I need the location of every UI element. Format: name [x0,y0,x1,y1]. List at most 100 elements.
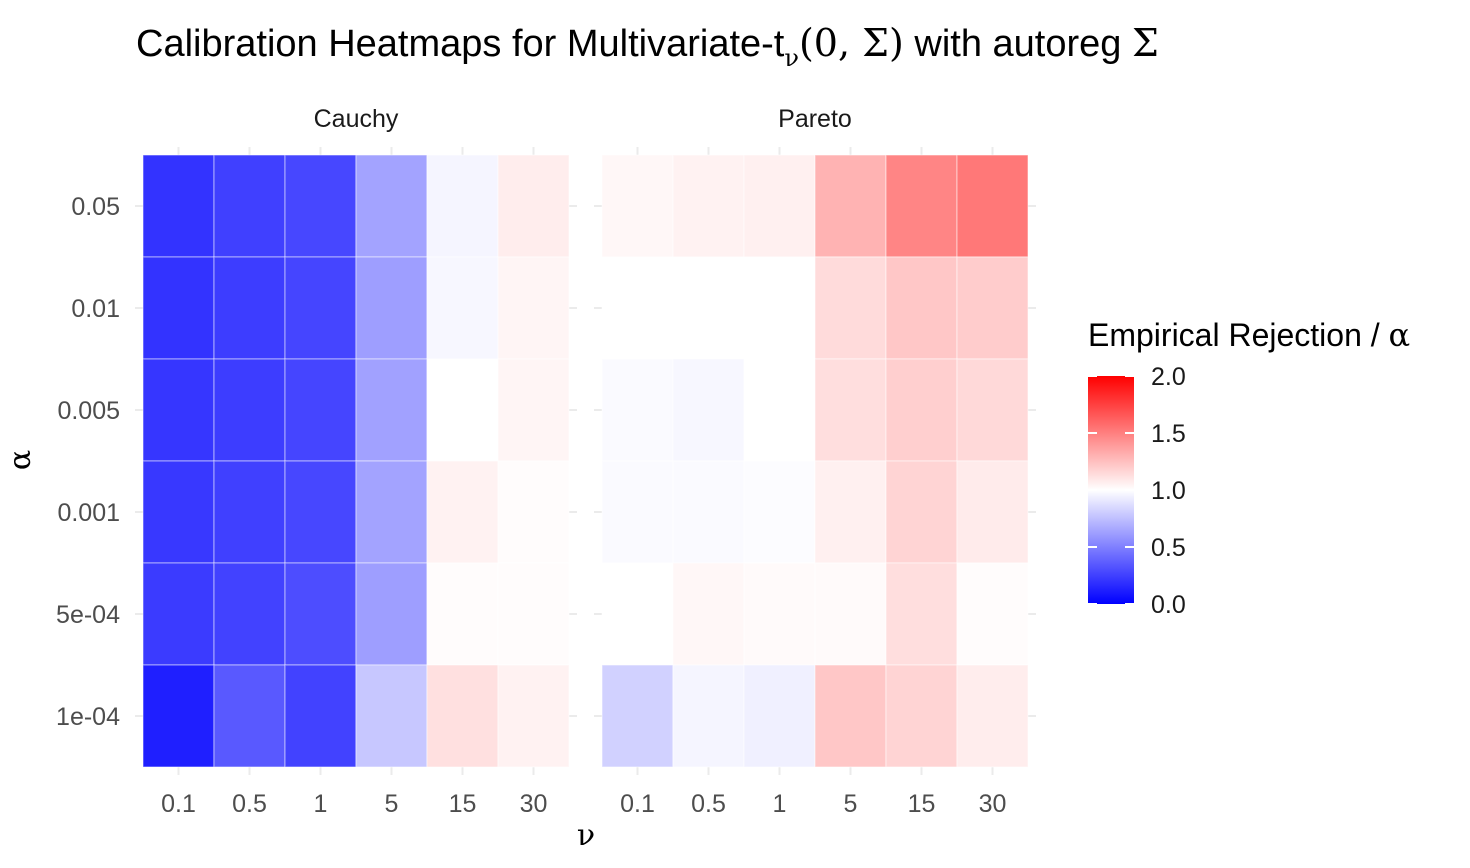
heat-cell [142,154,215,258]
heat-cell [885,358,958,462]
heat-cell [497,154,570,258]
heat-cell [142,562,215,666]
heat-cell [885,460,958,564]
heat-cell [885,664,958,768]
x-tick-label: 30 [520,790,548,818]
heat-cell [142,664,215,768]
heat-cell [814,562,887,666]
heat-cell [601,256,674,360]
heat-cell [426,358,499,462]
legend-title: Empirical Rejection / α [1088,316,1410,354]
heat-cell [355,358,428,462]
heat-cell [956,664,1029,768]
heat-cell [814,256,887,360]
heat-cell [284,256,357,360]
heat-cell [497,562,570,666]
heat-cell [355,460,428,564]
heat-cell [142,256,215,360]
x-tick-label: 0.5 [232,790,267,818]
heat-cell [497,358,570,462]
heat-cell [284,358,357,462]
color-legend: Empirical Rejection / α 2.0 1.5 1.0 0.5 0.0 [1088,316,1410,619]
heat-cell [284,460,357,564]
legend-tick-label: 0.5 [1151,534,1186,562]
heat-cell [601,562,674,666]
heat-cell [956,256,1029,360]
facet-label-cauchy: Cauchy [314,105,399,133]
heat-cell [213,460,286,564]
facet-label-pareto: Pareto [778,105,852,133]
heat-cell [601,664,674,768]
heat-cell [885,256,958,360]
heat-cell [284,154,357,258]
heat-cell [814,664,887,768]
heat-cell [497,256,570,360]
x-tick-label: 5 [844,790,858,818]
heat-cell [213,358,286,462]
y-tick-label: 0.05 [71,193,120,221]
heat-cell [743,358,816,462]
x-tick-label: 0.5 [691,790,726,818]
heat-cell [672,460,745,564]
heat-cell [213,256,286,360]
heat-cell [956,562,1029,666]
heat-cell [672,256,745,360]
legend-tick-label: 2.0 [1151,363,1186,391]
heat-cell [743,460,816,564]
heat-cell [672,664,745,768]
heat-cell [497,664,570,768]
x-tick-label: 5 [385,790,399,818]
legend-tick-label: 1.0 [1151,477,1186,505]
y-axis-label: α [3,450,38,470]
heat-cell [497,460,570,564]
heat-cell [956,460,1029,564]
heat-cell [743,154,816,258]
heat-cell [814,460,887,564]
heat-cell [601,154,674,258]
x-tick-label: 1 [773,790,787,818]
heat-cell [426,664,499,768]
heat-cell [885,562,958,666]
y-tick-label: 0.005 [57,397,120,425]
heat-cell [743,664,816,768]
y-tick-label: 0.001 [57,499,120,527]
heat-cell [213,154,286,258]
heat-cell [601,358,674,462]
x-axis-label: ν [577,818,595,853]
heat-cell [426,256,499,360]
heat-cell [956,358,1029,462]
y-tick-label: 5e-04 [56,601,120,629]
heat-cell [213,562,286,666]
heat-cell [814,154,887,258]
x-tick-label: 0.1 [161,790,196,818]
y-tick-label: 0.01 [71,295,120,323]
heat-cell [142,358,215,462]
heat-cell [284,562,357,666]
heat-cell [213,664,286,768]
heat-cell [355,154,428,258]
heat-cell [355,256,428,360]
heat-cell [672,562,745,666]
x-tick-label: 0.1 [620,790,655,818]
heat-cell [814,358,887,462]
heat-cell [426,154,499,258]
x-tick-label: 15 [908,790,936,818]
x-tick-label: 1 [314,790,328,818]
y-tick-label: 1e-04 [56,703,120,731]
x-tick-label: 30 [979,790,1007,818]
heat-cell [672,358,745,462]
heat-cell [885,154,958,258]
heat-cell [672,154,745,258]
heat-cell [426,460,499,564]
chart-title: Calibration Heatmaps for Multivariate-tν… [136,21,1159,72]
heat-cell [355,664,428,768]
heat-cell [601,460,674,564]
heat-cell [743,562,816,666]
heat-cell [142,460,215,564]
heat-cell [743,256,816,360]
x-tick-label: 15 [449,790,477,818]
heat-cell [426,562,499,666]
